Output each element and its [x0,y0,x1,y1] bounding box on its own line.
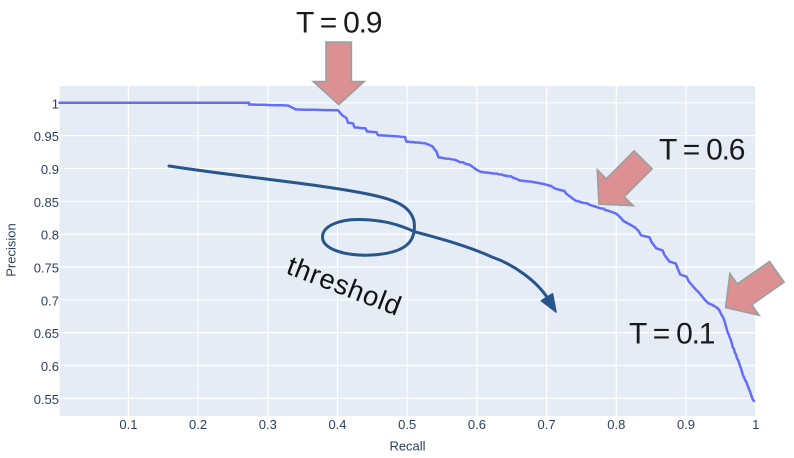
svg-text:1: 1 [52,96,59,111]
svg-text:0.9: 0.9 [41,162,59,177]
svg-text:0.6: 0.6 [41,359,59,374]
svg-text:0.8: 0.8 [607,417,625,432]
svg-text:T = 0.9: T = 0.9 [296,7,382,40]
svg-text:0.55: 0.55 [34,392,59,407]
svg-text:T = 0.1: T = 0.1 [629,318,715,351]
svg-text:0.3: 0.3 [259,417,277,432]
svg-text:T = 0.6: T = 0.6 [659,134,745,167]
svg-text:0.75: 0.75 [34,261,59,276]
svg-text:0.7: 0.7 [538,417,556,432]
svg-text:Precision: Precision [4,223,19,276]
svg-text:1: 1 [752,417,759,432]
svg-text:0.7: 0.7 [41,293,59,308]
svg-text:0.8: 0.8 [41,228,59,243]
svg-text:0.9: 0.9 [677,417,695,432]
svg-text:0.85: 0.85 [34,195,59,210]
svg-text:Recall: Recall [389,439,425,454]
svg-text:0.65: 0.65 [34,326,59,341]
svg-text:0.4: 0.4 [328,417,346,432]
svg-text:0.6: 0.6 [468,417,486,432]
svg-text:0.95: 0.95 [34,129,59,144]
svg-text:0.2: 0.2 [189,417,207,432]
svg-text:0.5: 0.5 [398,417,416,432]
svg-text:0.1: 0.1 [119,417,137,432]
